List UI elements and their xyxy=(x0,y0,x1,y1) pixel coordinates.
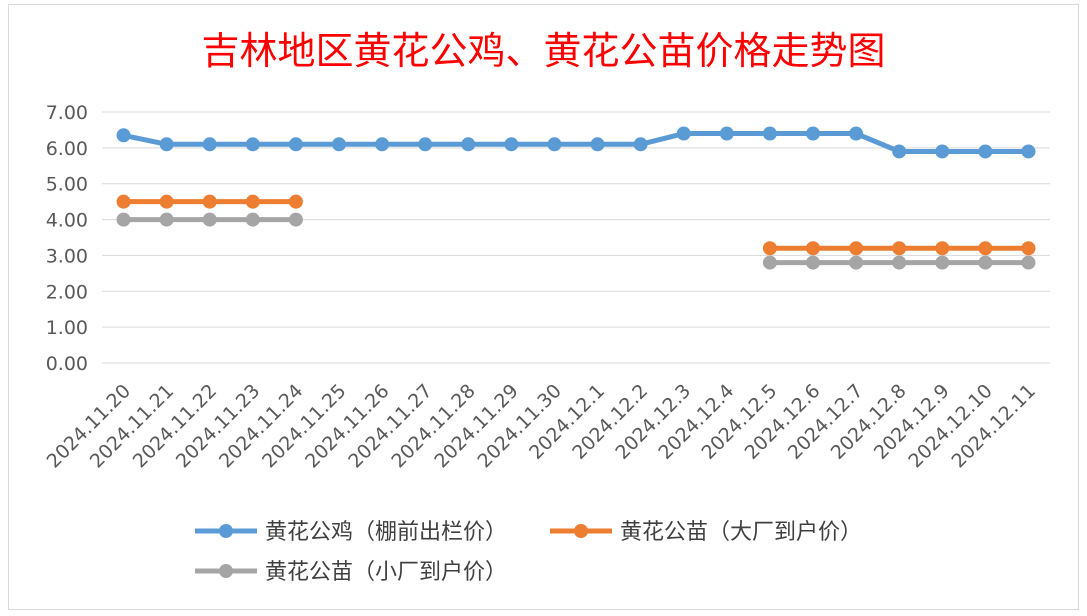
y-tick-label: 6.00 xyxy=(46,138,88,160)
series-lines xyxy=(116,126,1036,270)
data-point xyxy=(978,144,993,159)
data-point xyxy=(547,137,562,152)
legend-item: 黄花公苗（小厂到户价） xyxy=(195,560,507,585)
data-point xyxy=(806,255,820,270)
series-1 xyxy=(116,126,1036,159)
legend: 黄花公鸡（棚前出栏价） 黄花公苗（大厂到户价） 黄花公苗（小厂到户价） xyxy=(195,520,862,585)
legend-marker xyxy=(219,564,233,578)
data-point xyxy=(892,241,907,256)
chart-title: 吉林地区黄花公鸡、黄花公苗价格走势图 xyxy=(201,29,886,73)
data-point xyxy=(762,126,777,141)
data-point xyxy=(849,126,864,141)
data-point xyxy=(116,212,131,227)
data-point xyxy=(159,212,174,227)
data-point xyxy=(1021,144,1036,159)
grid-lines xyxy=(102,111,1050,364)
data-point xyxy=(935,241,950,256)
data-point xyxy=(202,137,217,152)
y-tick-label: 4.00 xyxy=(46,210,88,232)
legend-label: 黄花公鸡（棚前出栏价） xyxy=(265,520,507,545)
legend-marker xyxy=(574,524,588,538)
data-point xyxy=(202,194,217,209)
data-point xyxy=(288,212,303,227)
data-point xyxy=(849,241,864,256)
data-point xyxy=(245,212,260,227)
y-tick-label: 7.00 xyxy=(46,102,88,124)
data-point xyxy=(892,255,907,270)
data-point xyxy=(116,194,131,209)
chart-frame xyxy=(8,4,1079,610)
y-tick-label: 5.00 xyxy=(46,174,88,196)
data-point xyxy=(159,137,174,152)
data-point xyxy=(935,255,950,270)
data-point xyxy=(978,255,993,270)
legend-item: 黄花公苗（大厂到户价） xyxy=(550,520,862,545)
y-tick-label: 1.00 xyxy=(46,317,88,339)
data-point xyxy=(892,144,907,159)
data-point xyxy=(633,137,648,152)
data-point xyxy=(375,137,390,152)
data-point xyxy=(504,137,519,152)
data-point xyxy=(461,137,476,152)
data-point xyxy=(288,137,303,152)
data-point xyxy=(762,255,777,270)
legend-label: 黄花公苗（小厂到户价） xyxy=(265,560,507,585)
data-point xyxy=(418,137,433,152)
data-point xyxy=(935,144,950,159)
data-point xyxy=(1021,241,1036,256)
series-2 xyxy=(116,194,1036,256)
x-axis-ticks: 2024.11.202024.11.212024.11.222024.11.23… xyxy=(43,380,1040,472)
legend-label: 黄花公苗（大厂到户价） xyxy=(620,520,862,545)
data-point xyxy=(719,126,734,141)
data-point xyxy=(676,126,691,141)
data-point xyxy=(202,212,217,227)
y-tick-label: 0.00 xyxy=(46,353,88,375)
data-point xyxy=(1021,255,1036,270)
data-point xyxy=(245,137,260,152)
y-tick-label: 3.00 xyxy=(46,245,88,267)
data-point xyxy=(245,194,260,209)
legend-marker xyxy=(219,524,233,538)
series-3 xyxy=(116,212,1036,270)
data-point xyxy=(288,194,303,209)
series-line xyxy=(123,131,1029,154)
data-point xyxy=(849,255,864,270)
data-point xyxy=(806,126,820,141)
data-point xyxy=(332,137,346,152)
y-axis-ticks: 0.00 1.00 2.00 3.00 4.00 5.00 6.00 7.00 xyxy=(46,102,88,375)
data-point xyxy=(159,194,174,209)
data-point xyxy=(806,241,820,256)
y-tick-label: 2.00 xyxy=(46,281,88,303)
data-point xyxy=(978,241,993,256)
data-point xyxy=(116,128,131,143)
legend-item: 黄花公鸡（棚前出栏价） xyxy=(195,520,507,545)
data-point xyxy=(590,137,605,152)
data-point xyxy=(762,241,777,256)
